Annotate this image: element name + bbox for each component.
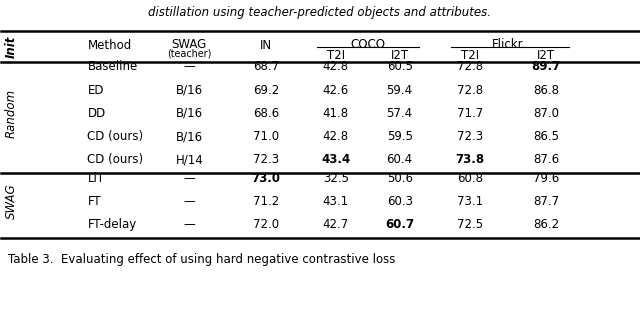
Text: H/14: H/14: [175, 153, 204, 166]
Text: COCO: COCO: [350, 38, 385, 51]
Text: 72.8: 72.8: [457, 84, 483, 97]
Text: Baseline: Baseline: [88, 60, 138, 73]
Text: 68.7: 68.7: [253, 60, 279, 73]
Text: SWAG: SWAG: [172, 38, 207, 51]
Text: B/16: B/16: [176, 130, 203, 143]
Text: B/16: B/16: [176, 107, 203, 120]
Text: Flickr: Flickr: [492, 38, 524, 51]
Text: 86.2: 86.2: [533, 218, 559, 231]
Text: 57.4: 57.4: [387, 107, 413, 120]
Text: CD (ours): CD (ours): [88, 153, 143, 166]
Text: 73.0: 73.0: [252, 172, 280, 185]
Text: T2I: T2I: [461, 49, 479, 62]
Text: 71.0: 71.0: [253, 130, 279, 143]
Text: FT-delay: FT-delay: [88, 218, 137, 231]
Text: 60.7: 60.7: [385, 218, 414, 231]
Text: CD (ours): CD (ours): [88, 130, 143, 143]
Text: 79.6: 79.6: [533, 172, 559, 185]
Text: —: —: [184, 172, 195, 185]
Text: 41.8: 41.8: [323, 107, 349, 120]
Text: 43.4: 43.4: [321, 153, 351, 166]
Text: 86.8: 86.8: [533, 84, 559, 97]
Text: 73.8: 73.8: [455, 153, 484, 166]
Text: 71.2: 71.2: [253, 195, 279, 208]
Text: 50.6: 50.6: [387, 172, 413, 185]
Text: ED: ED: [88, 84, 104, 97]
Text: 72.3: 72.3: [457, 130, 483, 143]
Text: 43.1: 43.1: [323, 195, 349, 208]
Text: —: —: [184, 195, 195, 208]
Text: IN: IN: [260, 39, 272, 52]
Text: 87.7: 87.7: [533, 195, 559, 208]
Text: B/16: B/16: [176, 84, 203, 97]
Text: 71.7: 71.7: [456, 107, 483, 120]
Text: 42.8: 42.8: [323, 130, 349, 143]
Text: LiT: LiT: [88, 172, 104, 185]
Text: 59.4: 59.4: [387, 84, 413, 97]
Text: 60.4: 60.4: [387, 153, 413, 166]
Text: 87.0: 87.0: [533, 107, 559, 120]
Text: distillation using teacher-predicted objects and attributes.: distillation using teacher-predicted obj…: [148, 6, 492, 19]
Text: Init: Init: [4, 36, 17, 58]
Text: 32.5: 32.5: [323, 172, 349, 185]
Text: 72.5: 72.5: [457, 218, 483, 231]
Text: SWAG: SWAG: [4, 184, 17, 219]
Text: 72.0: 72.0: [253, 218, 279, 231]
Text: 59.5: 59.5: [387, 130, 413, 143]
Text: FT: FT: [88, 195, 101, 208]
Text: 73.1: 73.1: [457, 195, 483, 208]
Text: 42.8: 42.8: [323, 60, 349, 73]
Text: 87.6: 87.6: [533, 153, 559, 166]
Text: 42.6: 42.6: [323, 84, 349, 97]
Text: —: —: [184, 218, 195, 231]
Text: 69.2: 69.2: [253, 84, 279, 97]
Text: Table 3.  Evaluating effect of using hard negative contrastive loss: Table 3. Evaluating effect of using hard…: [8, 253, 395, 266]
Text: (teacher): (teacher): [167, 49, 212, 59]
Text: —: —: [184, 60, 195, 73]
Text: 72.8: 72.8: [457, 60, 483, 73]
Text: 60.3: 60.3: [387, 195, 413, 208]
Text: 89.7: 89.7: [532, 60, 561, 73]
Text: 60.8: 60.8: [457, 172, 483, 185]
Text: Method: Method: [88, 39, 132, 52]
Text: 86.5: 86.5: [533, 130, 559, 143]
Text: 42.7: 42.7: [323, 218, 349, 231]
Text: T2I: T2I: [327, 49, 345, 62]
Text: 72.3: 72.3: [253, 153, 279, 166]
Text: 68.6: 68.6: [253, 107, 279, 120]
Text: DD: DD: [88, 107, 106, 120]
Text: I2T: I2T: [390, 49, 409, 62]
Text: 60.5: 60.5: [387, 60, 413, 73]
Text: I2T: I2T: [537, 49, 556, 62]
Text: Random: Random: [4, 89, 17, 138]
